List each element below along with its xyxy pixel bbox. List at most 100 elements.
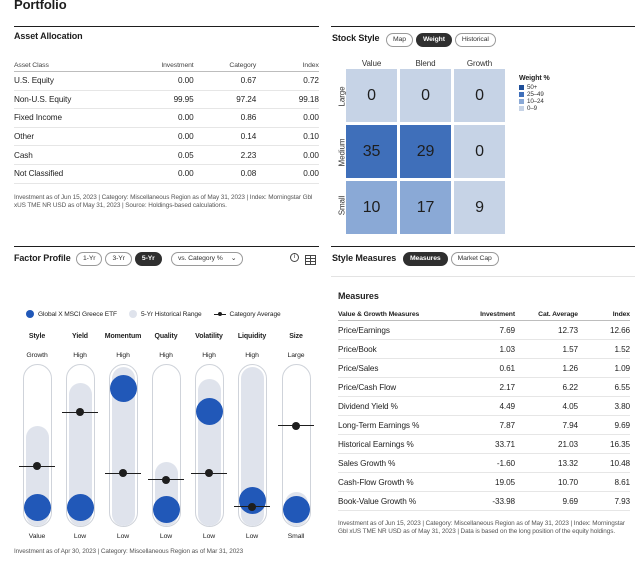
fund-marker [195,397,223,425]
measure-label: Price/Sales [338,363,379,373]
cell-index: 16.35 [610,439,630,449]
legend-range: 5-Yr Historical Range [140,310,202,318]
factor-top-label: High [73,352,87,359]
fund-dot-icon [26,310,34,318]
style-measures-footnote: Investment as of Jun 15, 2023 | Category… [338,520,625,536]
cell-category: 6.22 [562,382,578,392]
cell-category: 2.23 [240,150,257,160]
style-box-cell[interactable]: 0 [454,69,505,122]
factor-legend: Global X MSCI Greece ETF 5-Yr Historical… [26,310,281,318]
factor-bottom-label: Low [116,533,130,540]
table-row: Price/Book 1.03 1.57 1.52 [338,340,630,359]
factor-bottom-label: Value [28,533,46,540]
cell-category: 10.70 [558,477,578,487]
style-col-value: Value [361,59,382,68]
table-view-icon[interactable] [305,255,316,267]
table-row: U.S. Equity 0.00 0.67 0.72 [14,72,319,91]
measure-label: Sales Growth % [338,458,396,468]
cell-category: 13.32 [558,458,578,468]
legend-label: 25–49 [527,91,544,98]
fund-marker [23,493,51,521]
style-box-cell[interactable]: 0 [346,69,397,122]
info-icon[interactable]: i [290,253,299,262]
cell-category: 1.26 [562,363,578,373]
column-header: Asset Class [14,62,49,69]
cell-index: 10.48 [610,458,630,468]
style-box-cell[interactable]: 0 [400,69,451,122]
category-average-dot [292,421,300,430]
column-header: Investment [161,62,194,69]
factor-top-label: Growth [26,352,48,359]
legend-item: 50+ [519,84,550,91]
legend-swatch [519,99,524,104]
tab-map[interactable]: Map [386,33,413,47]
factor-profile-title: Factor Profile [14,253,71,263]
asset-class-label: Not Classified [14,169,64,179]
factor-track [22,364,52,527]
fund-marker [152,496,180,524]
cell-investment: 7.69 [499,325,515,335]
column-header: Investment [480,310,515,318]
style-box-cell[interactable]: 0 [454,125,505,178]
style-box-cell[interactable]: 9 [454,181,505,234]
factor-track [194,364,224,527]
tab-3yr[interactable]: 3-Yr [105,252,132,266]
cell-investment: 4.49 [499,401,515,411]
cell-index: 6.55 [614,382,630,392]
factor-track [237,364,267,527]
compare-select[interactable]: vs. Category % ⌄ [171,252,244,266]
style-box-cell[interactable]: 29 [400,125,451,178]
factor-profile-rule [14,246,319,247]
style-box-cell[interactable]: 10 [346,181,397,234]
tab-1yr[interactable]: 1-Yr [76,252,103,266]
style-box-cell[interactable]: 17 [400,181,451,234]
tab-weight[interactable]: Weight [415,33,452,47]
table-row: Historical Earnings % 33.71 21.03 16.35 [338,435,630,454]
category-average-dot [33,462,41,471]
legend-label: 10–24 [527,98,544,105]
cell-index: 12.66 [610,325,630,335]
factor-top-label: High [202,352,216,359]
column-header: Index [612,310,630,318]
cell-index: 0.00 [303,169,319,179]
cell-index: 99.18 [298,94,319,104]
tab-5yr[interactable]: 5-Yr [134,252,162,266]
table-row: Price/Cash Flow 2.17 6.22 6.55 [338,378,630,397]
table-row: Long-Term Earnings % 7.87 7.94 9.69 [338,416,630,435]
cell-category: 7.94 [562,420,578,430]
style-col-growth: Growth [466,59,493,68]
cell-category: 0.86 [240,113,257,123]
factor-track [108,364,138,527]
measures-subtitle: Measures [338,291,379,301]
asset-class-label: Non-U.S. Equity [14,94,72,104]
tab-historical[interactable]: Historical [454,33,496,47]
factor-name: Volatility [195,333,223,340]
legend-item: 0–9 [519,105,550,112]
tab-market-cap[interactable]: Market Cap [450,252,499,266]
factor-name: Style [28,333,46,340]
stock-style-rule [331,26,635,27]
cell-investment: 0.00 [178,113,194,123]
style-box-cell[interactable]: 35 [346,125,397,178]
stock-style-title: Stock Style [332,33,380,43]
style-col-blend: Blend [415,59,436,68]
cell-index: 0.00 [303,150,319,160]
table-row: Sales Growth % -1.60 13.32 10.48 [338,454,630,473]
page-title: Portfolio [14,0,67,12]
cell-index: 8.61 [614,477,630,487]
measure-label: Price/Cash Flow [338,382,397,392]
cell-category: 1.57 [562,344,578,354]
category-average-dot [248,502,256,511]
tab-measures[interactable]: Measures [403,252,448,266]
cell-category: 0.67 [240,76,257,86]
asset-allocation-footnote: Investment as of Jun 15, 2023 | Category… [14,194,313,210]
column-header: Index [302,62,319,69]
category-average-dot [162,475,170,484]
fund-marker [109,374,137,402]
legend-label: 50+ [527,84,538,91]
factor-name: Momentum [104,333,142,340]
measure-label: Book-Value Growth % [338,496,417,506]
legend-swatch [519,92,524,97]
table-row: Non-U.S. Equity 99.95 97.24 99.18 [14,91,319,110]
fund-marker [282,496,310,524]
